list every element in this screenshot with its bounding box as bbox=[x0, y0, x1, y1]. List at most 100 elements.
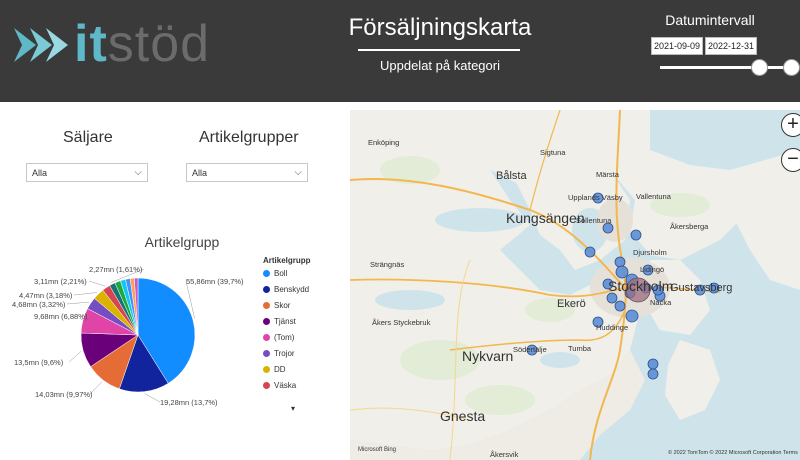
legend-dot-icon bbox=[263, 302, 270, 309]
legend-dot-icon bbox=[263, 350, 270, 357]
artikelgrupper-dropdown-value: Alla bbox=[192, 168, 208, 178]
itstod-logo: itstöd bbox=[14, 15, 214, 74]
legend-items: Boll Benskydd Skor Tjänst (Tom) Trojor DD Väska bbox=[263, 268, 333, 396]
map-place-label: Åkers Styckebruk bbox=[372, 318, 431, 327]
legend-dot-icon bbox=[263, 270, 270, 277]
pie-chart bbox=[66, 268, 196, 403]
map-place-label: Gustavsberg bbox=[670, 282, 733, 294]
pie-leader-line bbox=[88, 280, 106, 287]
date-range-title: Datumintervall bbox=[665, 12, 755, 28]
map-marker[interactable] bbox=[647, 358, 659, 370]
date-from-input[interactable]: 2021-09-09 bbox=[651, 37, 703, 55]
legend-item-label: Benskydd bbox=[274, 285, 310, 294]
logo-it-text: it bbox=[74, 15, 108, 73]
pie-leader-line bbox=[144, 393, 161, 403]
pie-data-label: 55,86mn (39,7%) bbox=[186, 277, 244, 286]
map-copyright[interactable]: © 2022 TomTom © 2022 Microsoft Corporati… bbox=[668, 450, 798, 456]
map-marker[interactable] bbox=[614, 256, 626, 268]
pie-leader-line bbox=[66, 301, 90, 305]
map-marker-large[interactable] bbox=[625, 277, 651, 303]
legend-title: Artikelgrupp bbox=[263, 256, 311, 265]
pie-data-label: 2,27mn (1,61%) bbox=[89, 265, 143, 274]
title-underline bbox=[358, 49, 520, 51]
pie-data-label: 3,11mn (2,21%) bbox=[34, 277, 87, 286]
map-place-label: Huddinge bbox=[596, 323, 629, 332]
legend-item[interactable]: (Tom) bbox=[263, 332, 333, 348]
logo-arrows-icon bbox=[14, 28, 68, 62]
date-slider-end-handle[interactable] bbox=[783, 59, 800, 76]
legend-item[interactable]: Tjänst bbox=[263, 316, 333, 332]
pie-data-label: 4,68mn (3,32%) bbox=[12, 300, 66, 309]
page-title: Försäljningskarta bbox=[348, 14, 532, 41]
sales-map[interactable]: Enköping Sigtuna Märsta Bålsta Upplands Väsb… bbox=[350, 110, 800, 460]
legend-dot-icon bbox=[263, 382, 270, 389]
map-marker[interactable] bbox=[625, 309, 639, 323]
map-place-label: Åkersvik bbox=[490, 450, 519, 459]
pie-leader-line bbox=[68, 350, 82, 363]
legend-item-label: DD bbox=[274, 365, 286, 374]
map-marker[interactable] bbox=[584, 246, 596, 258]
date-slider-start-handle[interactable] bbox=[751, 59, 768, 76]
map-place-label: Bålsta bbox=[496, 170, 527, 182]
pie-leader-line bbox=[80, 315, 90, 321]
map-place-label: Nacka bbox=[650, 298, 672, 307]
map-place-label: Kungsängen bbox=[506, 210, 585, 226]
map-place-label: Strängnäs bbox=[370, 260, 405, 269]
legend-item-label: (Tom) bbox=[274, 333, 295, 342]
pie-data-label: 4,47mn (3,18%) bbox=[19, 291, 73, 300]
map-place-label: Sigtuna bbox=[540, 148, 566, 157]
pie-slice-other-13[interactable] bbox=[134, 277, 139, 336]
map-place-label: Djursholm bbox=[633, 248, 667, 257]
legend-item[interactable]: Benskydd bbox=[263, 284, 333, 300]
artikelgrupper-dropdown[interactable]: Alla ⌵ bbox=[186, 163, 308, 182]
pie-slice-benskydd[interactable] bbox=[119, 334, 169, 393]
map-marker[interactable] bbox=[592, 316, 604, 328]
map-marker[interactable] bbox=[592, 192, 604, 204]
zoom-out-button[interactable]: − bbox=[781, 148, 800, 172]
saljare-label: Säljare bbox=[63, 129, 113, 146]
map-marker[interactable] bbox=[602, 278, 614, 290]
report-header: itstöd Försäljningskarta Uppdelat på kat… bbox=[0, 0, 800, 102]
map-marker[interactable] bbox=[615, 265, 629, 279]
saljare-dropdown[interactable]: Alla ⌵ bbox=[26, 163, 148, 182]
pie-data-label: 9,68mn (6,88%) bbox=[34, 312, 88, 321]
map-place-label: Märsta bbox=[596, 170, 619, 179]
map-marker[interactable] bbox=[614, 300, 626, 312]
map-marker[interactable] bbox=[630, 229, 642, 241]
map-marker[interactable] bbox=[647, 368, 659, 380]
zoom-in-button[interactable]: + bbox=[781, 113, 800, 137]
map-marker[interactable] bbox=[652, 284, 664, 296]
chart-legend: Artikelgrupp Boll Benskydd Skor Tjänst (Tom)… bbox=[263, 256, 333, 396]
legend-dot-icon bbox=[263, 334, 270, 341]
saljare-dropdown-value: Alla bbox=[32, 168, 48, 178]
legend-item[interactable]: Trojor bbox=[263, 348, 333, 364]
pie-slice-boll[interactable] bbox=[137, 277, 196, 384]
map-marker[interactable] bbox=[602, 222, 614, 234]
date-slider-track[interactable] bbox=[660, 66, 792, 69]
legend-more-icon[interactable]: ▾ bbox=[291, 404, 296, 413]
map-place-label: Sollentuna bbox=[576, 216, 612, 225]
legend-item[interactable]: Skor bbox=[263, 300, 333, 316]
logo-stod-text: stöd bbox=[107, 15, 211, 73]
date-to-input[interactable]: 2022-12-31 bbox=[705, 37, 757, 55]
map-place-label: Lidingö bbox=[640, 265, 665, 274]
legend-item[interactable]: DD bbox=[263, 364, 333, 380]
legend-item[interactable]: Boll bbox=[263, 268, 333, 284]
legend-item[interactable]: Väska bbox=[263, 380, 333, 396]
map-place-label: Enköping bbox=[368, 138, 400, 147]
sales-markers[interactable] bbox=[526, 192, 720, 380]
map-marker[interactable] bbox=[708, 282, 720, 294]
map-marker[interactable] bbox=[642, 264, 654, 276]
pie-leader-line bbox=[185, 280, 195, 319]
map-marker[interactable] bbox=[694, 284, 706, 296]
map-marker[interactable] bbox=[526, 344, 538, 356]
legend-item-label: Tjänst bbox=[274, 317, 296, 326]
map-place-label: Tumba bbox=[568, 344, 592, 353]
legend-item-label: Boll bbox=[274, 269, 288, 278]
pie-leader-line bbox=[73, 292, 98, 296]
page-subtitle: Uppdelat på kategori bbox=[380, 58, 500, 73]
chevron-down-icon: ⌵ bbox=[294, 167, 302, 178]
map-place-label: Ekerö bbox=[557, 298, 586, 310]
map-marker[interactable] bbox=[606, 292, 618, 304]
map-canvas[interactable] bbox=[350, 110, 800, 460]
